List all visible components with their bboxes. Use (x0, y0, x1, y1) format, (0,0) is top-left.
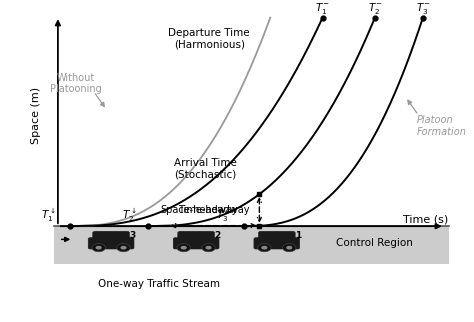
FancyBboxPatch shape (93, 231, 129, 241)
FancyBboxPatch shape (88, 238, 134, 249)
Text: $T_2^{-}$: $T_2^{-}$ (368, 1, 382, 16)
Text: Platoon
Formation: Platoon Formation (416, 115, 466, 137)
Circle shape (261, 246, 267, 250)
Circle shape (286, 246, 292, 250)
Text: $T_2^{\downarrow}$: $T_2^{\downarrow}$ (122, 206, 137, 223)
Text: 3: 3 (129, 231, 136, 240)
Text: $T_3^{-}$: $T_3^{-}$ (416, 1, 430, 16)
Circle shape (177, 244, 191, 252)
Text: Time-headway: Time-headway (178, 205, 249, 215)
Circle shape (202, 244, 215, 252)
Text: $T_3^{\downarrow}$: $T_3^{\downarrow}$ (216, 206, 231, 223)
FancyBboxPatch shape (55, 226, 449, 264)
FancyBboxPatch shape (254, 238, 300, 249)
Text: One-way Traffic Stream: One-way Traffic Stream (98, 279, 220, 289)
FancyBboxPatch shape (258, 231, 295, 241)
FancyBboxPatch shape (173, 238, 219, 249)
Circle shape (283, 244, 296, 252)
Text: Arrival Time
(Stochastic): Arrival Time (Stochastic) (174, 157, 237, 179)
Text: Control Region: Control Region (337, 238, 413, 248)
FancyBboxPatch shape (178, 231, 215, 241)
Circle shape (117, 244, 130, 252)
Circle shape (258, 244, 271, 252)
Text: 2: 2 (214, 231, 220, 240)
Circle shape (92, 244, 105, 252)
Text: $T_1^{\downarrow}$: $T_1^{\downarrow}$ (42, 206, 56, 223)
Text: Space (m): Space (m) (31, 87, 41, 144)
Text: Departure Time
(Harmonious): Departure Time (Harmonious) (168, 28, 250, 50)
Circle shape (181, 246, 187, 250)
Text: 1: 1 (295, 231, 301, 240)
Circle shape (96, 246, 102, 250)
Text: Without
Platooning: Without Platooning (50, 73, 102, 94)
Text: $T_1^{-}$: $T_1^{-}$ (315, 1, 330, 16)
Text: Time (s): Time (s) (403, 214, 448, 224)
Text: Space-headway: Space-headway (160, 205, 237, 215)
Circle shape (205, 246, 212, 250)
Circle shape (120, 246, 127, 250)
